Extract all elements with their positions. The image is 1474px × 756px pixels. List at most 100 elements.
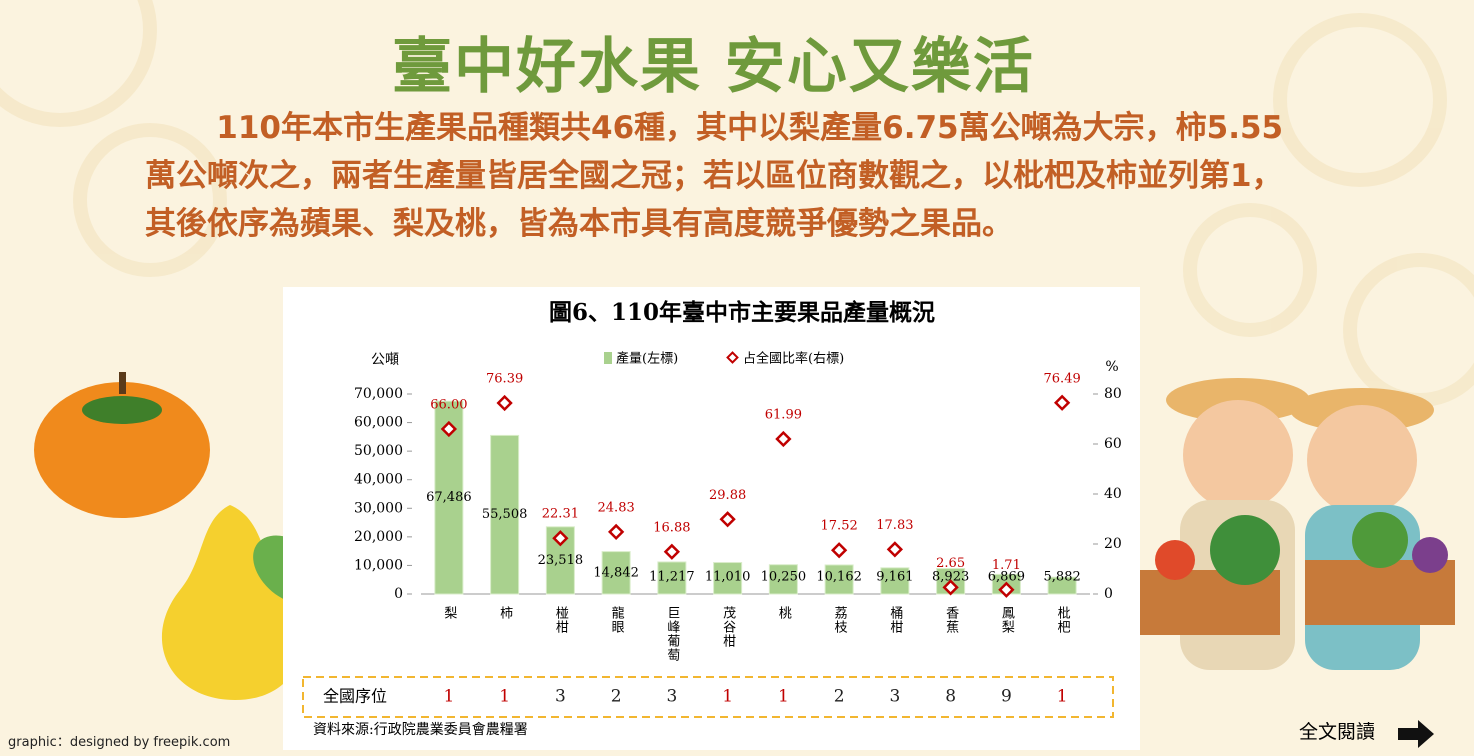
marker [775,430,792,448]
rank-value: 9 [1001,687,1012,707]
x-tick-label: 梨 [441,606,457,620]
bar-value-label: 10,162 [816,570,862,585]
bar [713,562,743,595]
marker-value-label: 2.65 [936,556,965,571]
y-axis-label: 公噸 [371,352,399,368]
rank-value: 1 [722,687,733,707]
rank-value: 3 [889,687,900,707]
marker-value-label: 17.52 [821,519,858,534]
y2-axis-label: % [1105,359,1118,375]
y2-tick-label: 60 [1104,436,1122,452]
arrow-icon [1398,720,1434,748]
legend-label: 產量(左標) [616,351,678,367]
bar [601,551,631,595]
bar-value-label: 11,010 [705,570,751,585]
x-tick-label: 香蕉 [943,606,959,634]
bar-value-label: 9,161 [876,570,913,585]
y-tick-label: 50,000 [354,443,403,459]
rank-box [302,676,1114,718]
marker [552,530,569,547]
rank-value: 2 [834,687,845,707]
bar [490,434,520,595]
marker-value-label: 76.39 [486,372,523,387]
farmers [1130,378,1455,670]
chart-panel [283,287,1140,750]
marker-value-label: 61.99 [765,408,802,423]
legend-swatch [726,351,739,364]
marker-value-label: 22.31 [542,507,579,522]
bar [880,567,910,595]
source: 資料來源:行政院農業委員會農糧署 [313,722,528,738]
marker [886,541,904,558]
credit: graphic：designed by freepik.com [8,735,231,750]
x-tick-label: 荔枝 [832,606,848,634]
y-tick-label: 70,000 [354,386,403,402]
rank-value: 8 [945,687,956,707]
marker [998,581,1015,598]
marker [1053,394,1071,411]
y-tick-label: 10,000 [354,557,403,573]
paragraph: 110年本市生產果品種類共46種，其中以梨產量6.75萬公噸為大宗，柿5.55萬… [145,110,1284,242]
y2-tick-label: 80 [1104,386,1122,402]
rank-label: 全國序位 [323,687,387,706]
marker [496,394,513,412]
bar-value-label: 14,842 [593,565,639,580]
y-tick-label: 60,000 [354,415,403,431]
marker [942,579,959,596]
y-tick-label: 30,000 [354,500,403,516]
marker-value-label: 16.88 [653,520,690,535]
bar-value-label: 23,518 [538,553,584,568]
bar-value-label: 67,486 [426,490,472,505]
bar-value-label: 55,508 [482,507,528,522]
marker-value-label: 1.71 [992,558,1021,573]
persimmon [34,372,210,518]
marker-value-label: 66.00 [430,398,467,413]
rank-value: 1 [778,687,789,707]
marker-value-label: 76.49 [1044,371,1081,386]
x-tick-label: 枇杷 [1055,606,1071,634]
x-tick-label: 鳳梨 [999,606,1015,634]
marker [607,523,625,541]
x-tick-label: 巨峰葡萄 [664,606,680,662]
page-title: 臺中好水果 安心又樂活 [392,32,1035,102]
bar [824,564,854,595]
marker [663,543,681,560]
marker-value-label: 29.88 [709,488,746,503]
bar-value-label: 6,869 [988,570,1025,585]
y-tick-label: 20,000 [354,529,403,545]
chart-title: 圖6、110年臺中市主要果品產量概況 [549,299,935,326]
y-tick-label: 40,000 [354,472,403,488]
x-tick-label: 桶柑 [887,606,903,634]
rank-value: 1 [1057,687,1068,707]
marker [830,542,848,559]
bar-value-label: 11,217 [649,570,695,585]
x-tick-label: 茂谷柑 [720,606,736,648]
bar-value-label: 5,882 [1044,570,1081,585]
rank-value: 3 [666,687,677,707]
bar-value-label: 10,250 [761,570,807,585]
rank-value: 1 [443,687,454,707]
bar-value-label: 8,923 [932,570,969,585]
marker [719,511,736,528]
legend-label: 占全國比率(右標) [743,351,844,367]
rank-value: 3 [555,687,566,707]
y2-tick-label: 0 [1104,586,1113,602]
marker [440,420,458,438]
x-tick-label: 桃 [776,606,792,620]
bar [657,561,687,595]
rank-value: 1 [499,687,510,707]
marker-value-label: 24.83 [598,500,635,515]
x-tick-label: 龍眼 [609,605,625,634]
bar [768,564,798,595]
read-more[interactable]: 全文閱讀 [1299,721,1375,743]
y2-tick-label: 20 [1104,536,1122,552]
x-tick-label: 椪柑 [553,606,569,634]
legend-swatch [604,352,612,364]
marker-value-label: 17.83 [876,518,913,533]
bar [1047,576,1077,595]
x-tick-label: 柿 [497,605,513,620]
y-tick-label: 0 [394,586,403,602]
